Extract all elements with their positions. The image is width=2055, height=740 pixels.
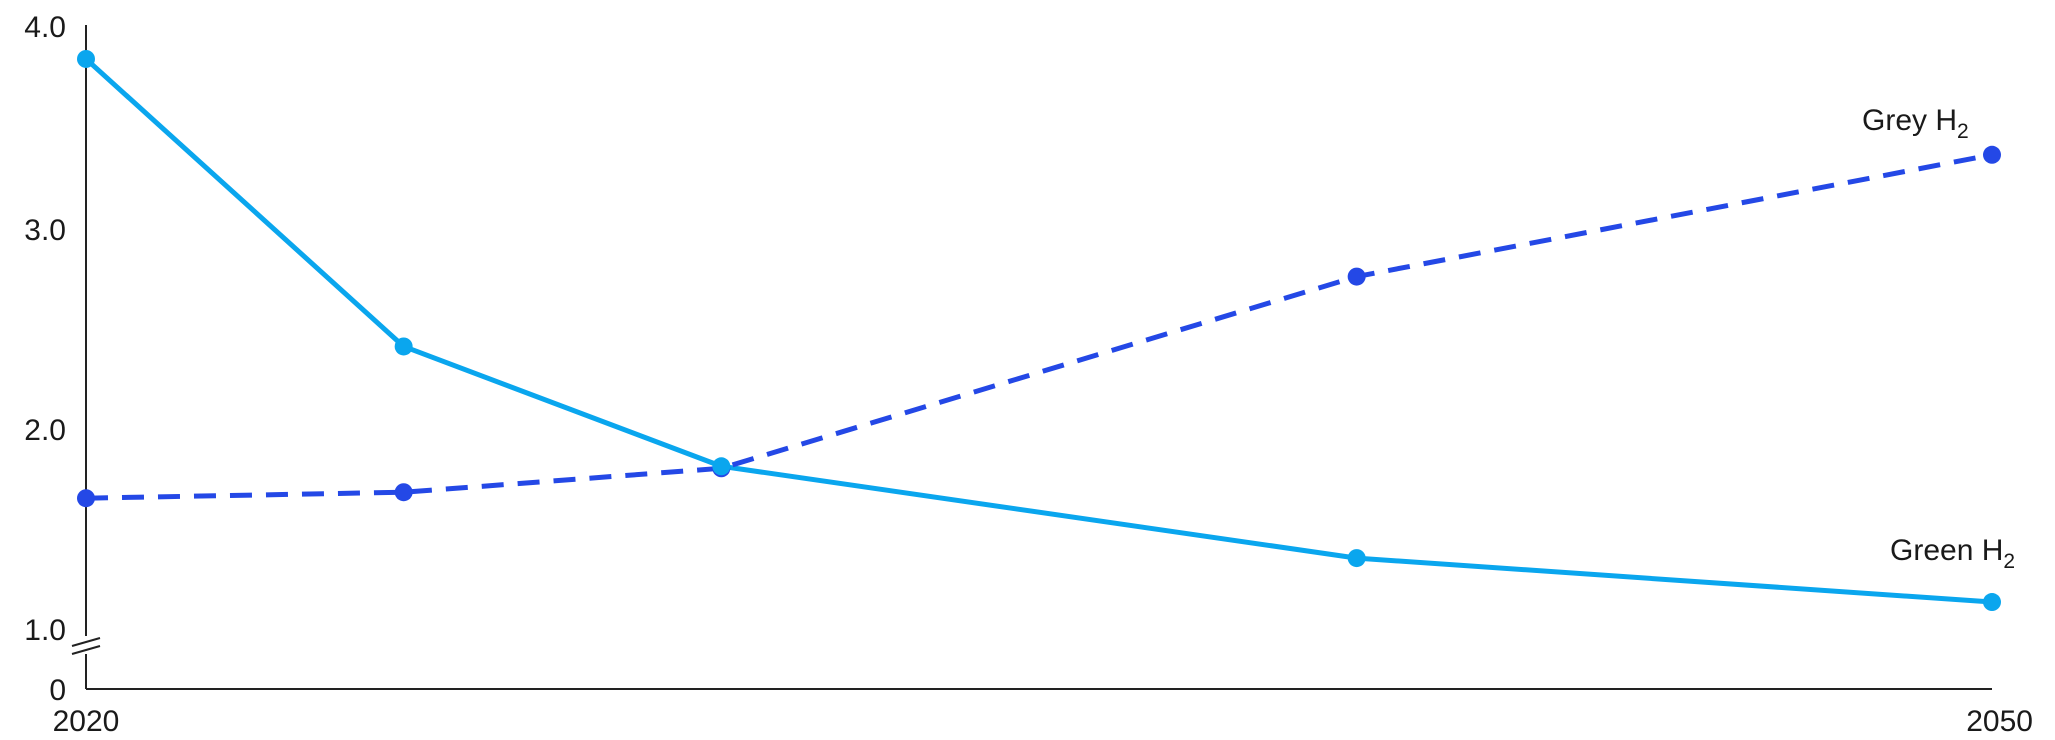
y-tick-label: 4.0 [24,11,66,44]
green-h2-point [77,49,95,68]
x-tick-label: 2050 [1966,705,2033,738]
y-axis-break-mark [70,636,102,655]
data-points [77,49,2001,612]
green-h2-point [1347,549,1366,568]
grey-h2-line [85,152,1993,501]
grey-h2-point [1983,145,2001,164]
y-tick-label: 2.0 [24,414,66,447]
y-tick-label: 3.0 [24,214,66,247]
y-tick-label: 0 [49,674,66,707]
green-h2-line [84,57,1993,605]
green-h2-point [394,337,413,356]
grey-h2-point [77,489,95,508]
green-h2-point [712,457,731,476]
y-tick-label: 1.0 [24,614,66,647]
green-h2-point [1983,593,2001,612]
grey-h2-point [394,483,413,502]
x-tick-label: 2020 [53,705,120,738]
series-label-green-h2: Green H2 [1890,534,2015,573]
grey-h2-point [1347,267,1366,286]
series-label-grey-h2: Grey H2 [1862,104,1969,143]
